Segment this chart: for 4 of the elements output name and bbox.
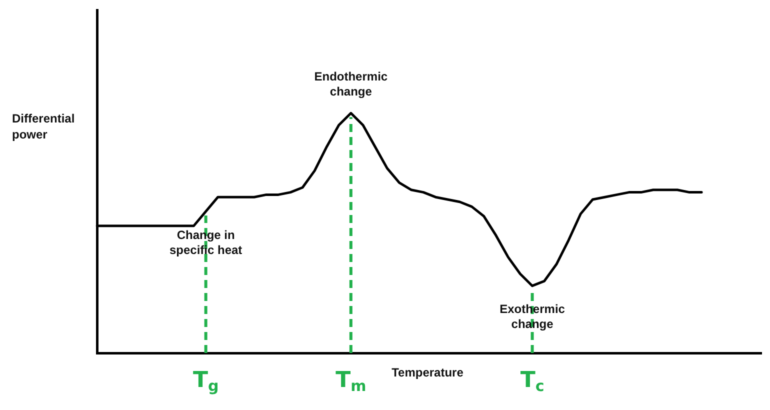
annotation: Change in specific heat — [169, 228, 242, 257]
annotation: Endothermic change — [314, 69, 388, 98]
x-axis-title: Temperature — [392, 365, 464, 380]
y-axis-title: Differential power — [12, 111, 75, 142]
